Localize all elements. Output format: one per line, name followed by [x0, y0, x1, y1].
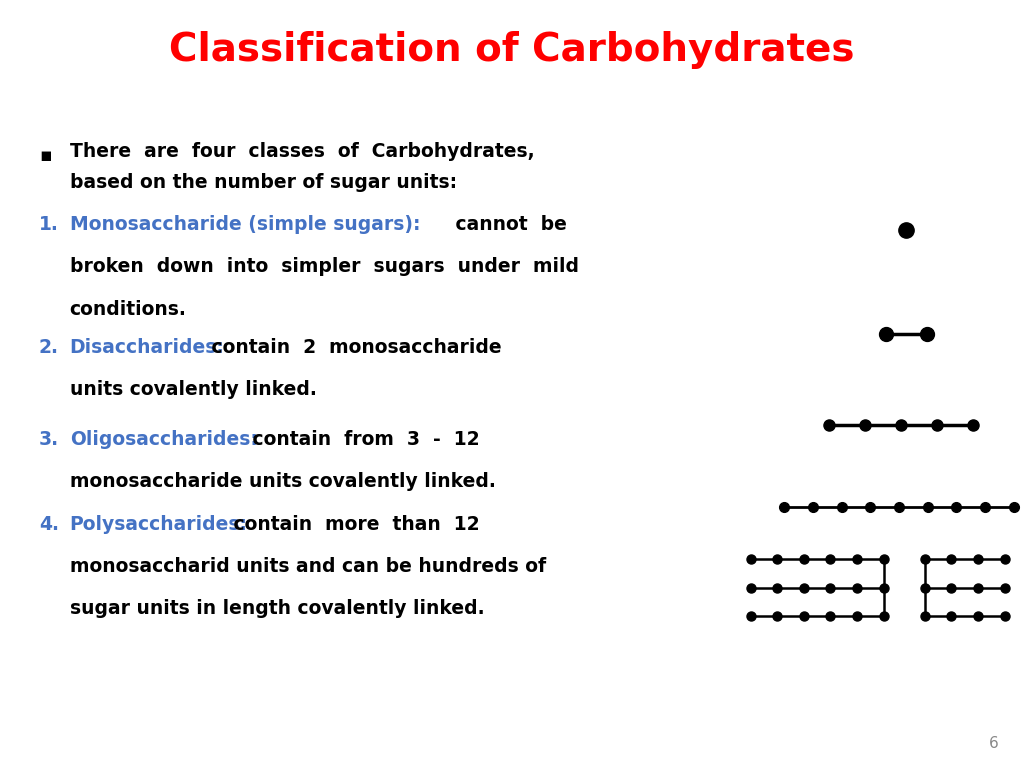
Text: based on the number of sugar units:: based on the number of sugar units: [70, 173, 457, 192]
Text: Monosaccharide (simple sugars):: Monosaccharide (simple sugars): [70, 215, 420, 234]
Text: cannot  be: cannot be [449, 215, 566, 234]
Text: monosaccharide units covalently linked.: monosaccharide units covalently linked. [70, 472, 496, 492]
Text: 4.: 4. [39, 515, 59, 534]
Text: units covalently linked.: units covalently linked. [70, 380, 316, 399]
Text: broken  down  into  simpler  sugars  under  mild: broken down into simpler sugars under mi… [70, 257, 579, 276]
Text: monosaccharid units and can be hundreds of: monosaccharid units and can be hundreds … [70, 557, 546, 576]
Text: contain  more  than  12: contain more than 12 [227, 515, 480, 534]
Text: Classification of Carbohydrates: Classification of Carbohydrates [169, 31, 855, 69]
Text: 2.: 2. [39, 338, 59, 357]
Text: 3.: 3. [39, 430, 59, 449]
Text: 6: 6 [988, 736, 998, 751]
Text: contain  2  monosaccharide: contain 2 monosaccharide [205, 338, 502, 357]
Text: sugar units in length covalently linked.: sugar units in length covalently linked. [70, 599, 484, 618]
Text: conditions.: conditions. [70, 300, 186, 319]
Text: contain  from  3  -  12: contain from 3 - 12 [246, 430, 479, 449]
Text: Polysaccharides:: Polysaccharides: [70, 515, 248, 534]
Text: ▪: ▪ [39, 146, 51, 165]
Text: Disaccharides:: Disaccharides: [70, 338, 224, 357]
Text: Oligosaccharides:: Oligosaccharides: [70, 430, 257, 449]
Text: 1.: 1. [39, 215, 58, 234]
Text: There  are  four  classes  of  Carbohydrates,: There are four classes of Carbohydrates, [70, 142, 535, 161]
